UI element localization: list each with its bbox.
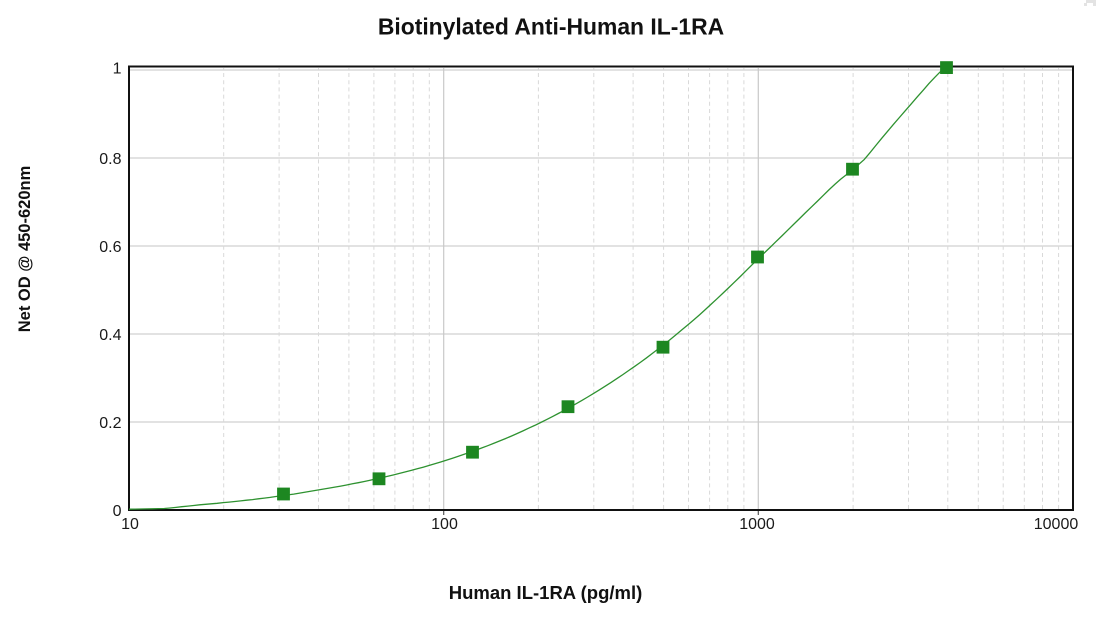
- svg-text:0.8: 0.8: [99, 151, 121, 168]
- svg-text:10000: 10000: [1034, 516, 1079, 533]
- svg-text:0.6: 0.6: [99, 239, 121, 256]
- svg-text:Net OD @ 450-620nm: Net OD @ 450-620nm: [16, 166, 34, 332]
- svg-text:Biotinylated Anti-Human IL-1RA: Biotinylated Anti-Human IL-1RA: [378, 13, 724, 39]
- svg-text:Human IL-1RA (pg/ml): Human IL-1RA (pg/ml): [449, 582, 643, 603]
- svg-text:1000: 1000: [739, 516, 775, 533]
- svg-text:0.2: 0.2: [99, 415, 121, 432]
- svg-text:100: 100: [431, 516, 458, 533]
- svg-text:10: 10: [121, 516, 139, 533]
- svg-text:0: 0: [113, 503, 122, 520]
- svg-text:1: 1: [113, 61, 122, 78]
- svg-text:0.4: 0.4: [99, 327, 121, 344]
